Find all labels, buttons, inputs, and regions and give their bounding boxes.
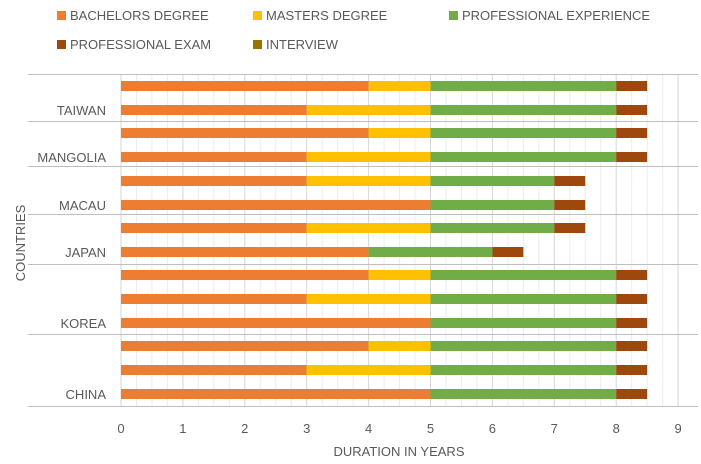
bar-korea-2-professional-exam [616, 294, 648, 304]
bar-japan-2-professional-experience [368, 247, 493, 257]
x-axis-ticks: 0 1 2 3 4 5 6 7 8 9 [117, 421, 681, 436]
bar-china-2-professional-experience [430, 365, 617, 375]
bar-japan-2-professional-exam [492, 247, 524, 257]
legend-label-professional-exam: PROFESSIONAL EXAM [70, 37, 211, 52]
bar-china-2-professional-exam [616, 365, 648, 375]
bar-taiwan-2-bachelors-degree [121, 105, 307, 115]
legend-swatch-professional-experience [449, 11, 458, 20]
bar-china-2-bachelors-degree [121, 365, 307, 375]
bar-japan-2-bachelors-degree [121, 247, 369, 257]
category-label-taiwan: TAIWAN [57, 103, 106, 118]
bar-china-1-bachelors-degree [121, 341, 369, 351]
bar-mangolia-1-professional-exam [616, 128, 648, 138]
legend-swatch-masters-degree [253, 11, 262, 20]
legend: BACHELORS DEGREE MASTERS DEGREE PROFESSION… [57, 8, 650, 52]
bar-taiwan-2-masters-degree [306, 105, 431, 115]
legend-label-interview: INTERVIEW [266, 37, 339, 52]
legend-swatch-professional-exam [57, 40, 66, 49]
category-label-china: CHINA [66, 387, 107, 402]
x-axis-title: DURATION IN YEARS [334, 444, 465, 459]
bar-mangolia-2-professional-experience [430, 152, 617, 162]
bar-mangolia-2-bachelors-degree [121, 152, 307, 162]
bar-china-1-professional-exam [616, 341, 648, 351]
bar-korea-2-masters-degree [306, 294, 431, 304]
category-label-korea: KOREA [60, 316, 106, 331]
bar-korea-1-professional-experience [430, 270, 617, 280]
bar-china-2-masters-degree [306, 365, 431, 375]
bar-korea-3-professional-experience [430, 318, 617, 328]
x-tick-label: 3 [303, 421, 310, 436]
category-label-macau: MACAU [59, 198, 106, 213]
bars [121, 81, 648, 399]
bar-taiwan-1-masters-degree [368, 81, 431, 91]
bar-macau-2-professional-experience [430, 200, 555, 210]
bar-macau-1-bachelors-degree [121, 176, 307, 186]
bar-korea-3-professional-exam [616, 318, 648, 328]
bar-korea-1-professional-exam [616, 270, 648, 280]
bar-korea-1-masters-degree [368, 270, 431, 280]
legend-swatch-interview [253, 40, 262, 49]
x-tick-label: 2 [241, 421, 248, 436]
x-tick-label: 5 [427, 421, 434, 436]
x-tick-label: 4 [365, 421, 372, 436]
x-tick-label: 7 [551, 421, 558, 436]
category-labels: TAIWAN MANGOLIA MACAU JAPAN KOREA CHINA [37, 103, 106, 402]
bar-korea-1-bachelors-degree [121, 270, 369, 280]
category-label-mangolia: MANGOLIA [37, 150, 106, 165]
bar-mangolia-1-professional-experience [430, 128, 617, 138]
bar-mangolia-2-professional-exam [616, 152, 648, 162]
y-axis-title: COUNTRIES [13, 204, 28, 281]
legend-label-bachelors-degree: BACHELORS DEGREE [70, 8, 209, 23]
bar-japan-1-bachelors-degree [121, 223, 307, 233]
bar-taiwan-2-professional-experience [430, 105, 617, 115]
bar-macau-2-professional-exam [554, 200, 586, 210]
bar-taiwan-2-professional-exam [616, 105, 648, 115]
x-tick-label: 0 [117, 421, 124, 436]
legend-label-professional-experience: PROFESSIONAL EXPERIENCE [462, 8, 650, 23]
bar-taiwan-1-professional-experience [430, 81, 617, 91]
bar-macau-2-bachelors-degree [121, 200, 431, 210]
bar-china-1-professional-experience [430, 341, 617, 351]
bar-taiwan-1-professional-exam [616, 81, 648, 91]
bar-japan-1-professional-experience [430, 223, 555, 233]
bar-taiwan-1-bachelors-degree [121, 81, 369, 91]
bar-mangolia-1-bachelors-degree [121, 128, 369, 138]
x-tick-label: 6 [489, 421, 496, 436]
gridlines [28, 74, 698, 407]
bar-china-1-masters-degree [368, 341, 431, 351]
bar-macau-1-masters-degree [306, 176, 431, 186]
bar-macau-1-professional-experience [430, 176, 555, 186]
bar-japan-1-professional-exam [554, 223, 586, 233]
x-tick-label: 8 [613, 421, 620, 436]
bar-china-3-professional-experience [430, 389, 617, 399]
bar-mangolia-2-masters-degree [306, 152, 431, 162]
legend-swatch-bachelors-degree [57, 11, 66, 20]
bar-macau-1-professional-exam [554, 176, 586, 186]
bar-china-3-bachelors-degree [121, 389, 431, 399]
bar-china-3-professional-exam [616, 389, 648, 399]
bar-korea-2-professional-experience [430, 294, 617, 304]
x-tick-label: 1 [179, 421, 186, 436]
bar-korea-3-bachelors-degree [121, 318, 431, 328]
category-label-japan: JAPAN [65, 245, 106, 260]
x-tick-label: 9 [674, 421, 681, 436]
bar-korea-2-bachelors-degree [121, 294, 307, 304]
bar-japan-1-masters-degree [306, 223, 431, 233]
legend-label-masters-degree: MASTERS DEGREE [266, 8, 388, 23]
bar-mangolia-1-masters-degree [368, 128, 431, 138]
